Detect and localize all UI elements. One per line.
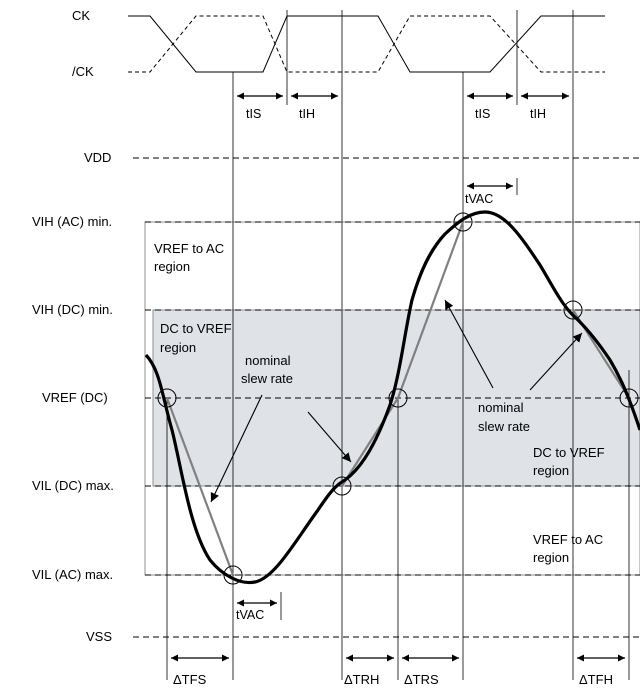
- tih-label-1: tIH: [299, 107, 315, 121]
- nominal-label-right: nominal: [478, 400, 524, 415]
- tvac-label-top: tVAC: [465, 192, 493, 206]
- vertical-reference-lines: [166, 10, 630, 680]
- slew-rate-label-right: slew rate: [478, 419, 530, 434]
- dc-to-vref-lower-line2: region: [533, 463, 569, 478]
- ck-waveform: [128, 15, 605, 73]
- slew-rate-label-left: slew rate: [241, 371, 293, 386]
- crossing-markers: [157, 212, 639, 585]
- dtfs-label: ΔTFS: [173, 672, 207, 687]
- vil-dc-label: VIL (DC) max.: [32, 478, 114, 493]
- ac-region-box: [144, 221, 640, 576]
- vref-to-ac-lower-line1: VREF to AC: [533, 532, 603, 547]
- tih-label-2: tIH: [530, 107, 546, 121]
- ck-bar-label: /CK: [72, 64, 94, 79]
- vref-label: VREF (DC): [42, 390, 108, 405]
- vss-label: VSS: [86, 629, 112, 644]
- vref-to-ac-upper-line2: region: [154, 259, 190, 274]
- dc-to-vref-upper-line1: DC to VREF: [160, 321, 232, 336]
- annotation-arrows: [210, 299, 583, 503]
- vih-ac-label: VIH (AC) min.: [32, 214, 112, 229]
- vdd-label: VDD: [84, 150, 111, 165]
- dc-to-vref-upper-line2: region: [160, 340, 196, 355]
- vil-ac-label: VIL (AC) max.: [32, 567, 113, 582]
- dtrs-label: ΔTRS: [404, 672, 439, 687]
- dc-to-vref-lower-line1: DC to VREF: [533, 445, 605, 460]
- vref-to-ac-lower-line2: region: [533, 550, 569, 565]
- tis-label-1: tIS: [246, 107, 261, 121]
- dtrh-label: ΔTRH: [344, 672, 379, 687]
- tis-label-2: tIS: [475, 107, 490, 121]
- vih-dc-label: VIH (DC) min.: [32, 302, 113, 317]
- ck-bar-waveform: [128, 15, 605, 73]
- vref-to-ac-upper-line1: VREF to AC: [154, 241, 224, 256]
- tvac-label-bottom: tVAC: [236, 608, 264, 622]
- nominal-label-left: nominal: [245, 353, 291, 368]
- dtfh-label: ΔTFH: [579, 672, 613, 687]
- ck-label: CK: [72, 8, 90, 23]
